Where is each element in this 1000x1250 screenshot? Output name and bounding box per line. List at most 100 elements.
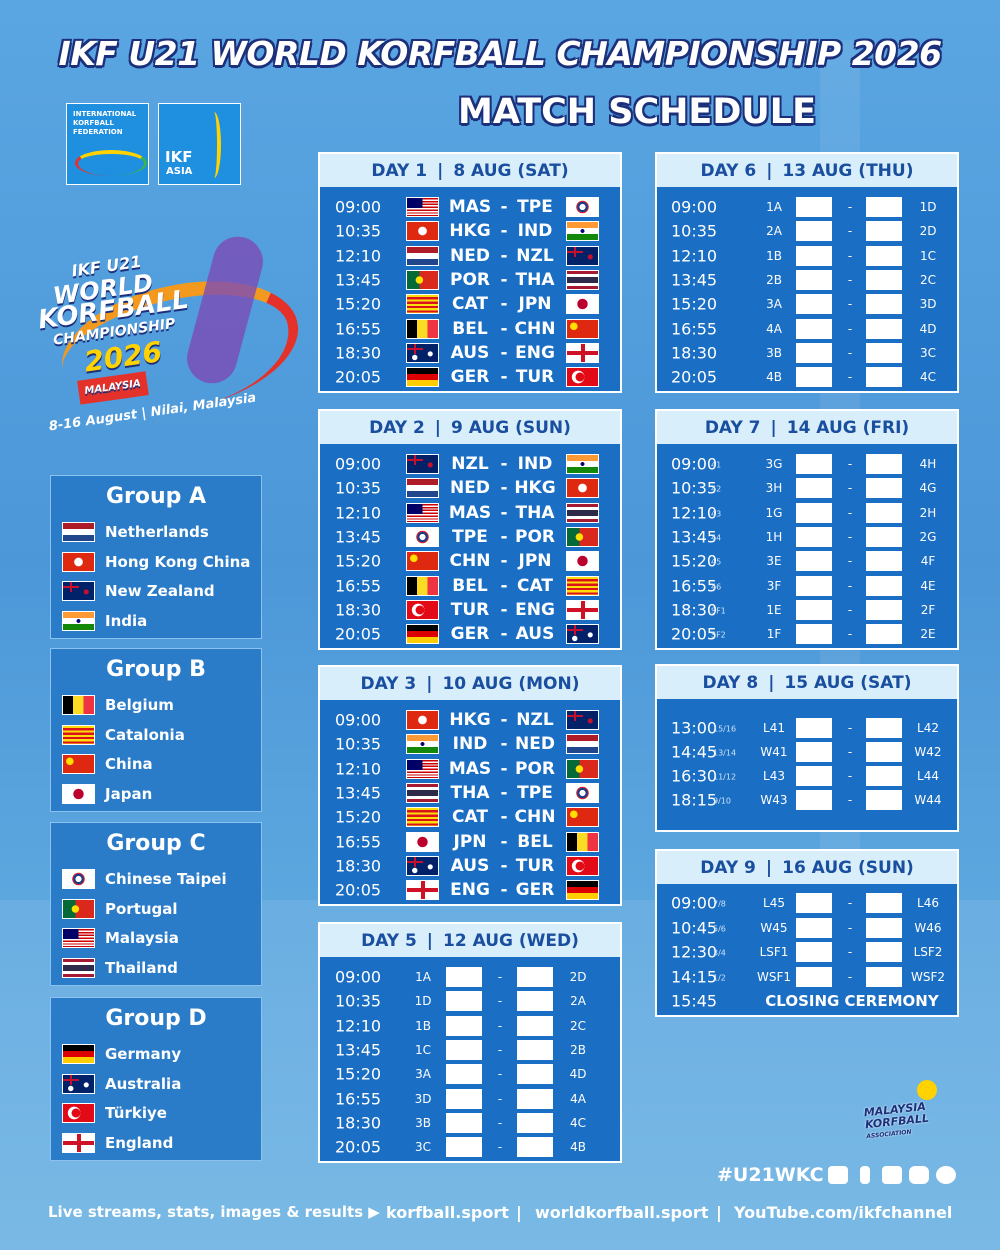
game-number: 13/14 xyxy=(713,748,737,758)
day-label: DAY 9 xyxy=(700,857,756,878)
match-time: 18:30 xyxy=(335,343,382,363)
day-header: DAY 8 | 15 AUG (SAT) xyxy=(657,666,957,699)
footer-cta: Live streams, stats, images & results ▶ xyxy=(48,1203,380,1221)
game-number: 15/16 xyxy=(713,724,737,734)
game-number: 11/12 xyxy=(713,772,737,782)
away-slot: W46 xyxy=(914,920,942,935)
match-separator: - xyxy=(847,769,853,783)
game-number: 9/10 xyxy=(713,796,731,806)
match-time: 18:30 xyxy=(335,856,382,876)
score-box xyxy=(866,942,902,962)
home-slot: WSF1 xyxy=(756,969,792,984)
flag xyxy=(406,221,439,242)
day-header: DAY 7 | 14 AUG (FRI) xyxy=(657,411,957,444)
match-separator: - xyxy=(500,478,508,499)
home-team: CHN xyxy=(449,551,491,572)
away-slot: 2E xyxy=(920,627,936,642)
flag xyxy=(566,502,599,523)
away-slot: 4B xyxy=(570,1140,586,1155)
day-panel: DAY 6 | 13 AUG (THU) 09:00 1A - 1D 10:35 2A - 2D 12… xyxy=(655,152,959,393)
match-time: 10:35 xyxy=(335,734,382,754)
home-team: NZL xyxy=(451,454,489,474)
match-separator: - xyxy=(847,578,853,593)
day-date: 8 AUG (SAT) xyxy=(453,160,569,181)
day-date: 15 AUG (SAT) xyxy=(784,672,912,693)
score-box xyxy=(796,526,832,547)
score-box xyxy=(796,942,832,962)
home-slot: W45 xyxy=(760,920,788,935)
match-separator: - xyxy=(847,602,853,617)
day-panel: DAY 7 | 14 AUG (FRI) 09:00 41 3G - 4H 10:35 42 3H -… xyxy=(655,409,959,650)
day-header: DAY 3 | 10 AUG (MON) xyxy=(320,667,620,700)
score-box xyxy=(866,966,902,987)
team-name: India xyxy=(105,611,148,630)
day-label: DAY 5 xyxy=(361,930,417,951)
away-slot: 2C xyxy=(569,1018,587,1033)
away-team: CHN xyxy=(514,807,556,828)
flag xyxy=(62,551,95,572)
away-team: NED xyxy=(515,734,555,755)
flag xyxy=(566,526,599,547)
away-slot: L46 xyxy=(917,896,939,910)
flag xyxy=(566,294,599,315)
score-box xyxy=(866,575,902,596)
game-number: 7/8 xyxy=(713,899,726,909)
away-slot: LSF2 xyxy=(913,945,943,959)
match-time: 20:05 xyxy=(671,367,718,387)
flag xyxy=(62,957,95,978)
score-box xyxy=(446,1039,482,1060)
match-time: 10:35 xyxy=(335,991,382,1011)
home-slot: 3A xyxy=(415,1067,431,1082)
score-box xyxy=(796,342,832,363)
match-separator: - xyxy=(500,758,508,779)
score-box xyxy=(517,991,553,1012)
hashtag: #U21WKC xyxy=(717,1164,824,1186)
home-team: TUR xyxy=(450,599,490,620)
score-box xyxy=(446,991,482,1012)
asia-logo-asia: ASIA xyxy=(166,166,193,177)
game-number: SF1 xyxy=(711,606,726,616)
day-header: DAY 1 | 8 AUG (SAT) xyxy=(320,154,620,187)
day-header: DAY 2 | 9 AUG (SUN) xyxy=(320,411,620,444)
flag xyxy=(566,221,599,242)
game-number: 1/2 xyxy=(713,973,726,982)
home-slot: L41 xyxy=(763,721,785,735)
day-date: 10 AUG (MON) xyxy=(442,673,580,694)
match-separator: - xyxy=(500,734,508,755)
flag xyxy=(406,318,439,339)
match-separator: - xyxy=(847,200,853,214)
home-team: AUS xyxy=(450,342,490,363)
flag xyxy=(406,880,439,901)
match-time: 10:35 xyxy=(335,221,382,241)
match-separator: - xyxy=(847,457,853,471)
group-name: Group A xyxy=(105,484,207,509)
flag xyxy=(62,522,95,542)
match-separator: - xyxy=(500,782,508,803)
footer-link: korfball.sport xyxy=(386,1203,509,1222)
score-box xyxy=(446,967,482,987)
day-date: 13 AUG (THU) xyxy=(782,160,914,181)
away-team: IND xyxy=(517,221,553,242)
match-separator: - xyxy=(847,297,853,312)
away-slot: 1C xyxy=(919,248,937,263)
team-name: Germany xyxy=(105,1045,182,1063)
away-slot: W42 xyxy=(914,745,942,759)
flag xyxy=(62,1103,95,1124)
away-slot: WSF2 xyxy=(910,969,946,984)
flag xyxy=(566,880,599,901)
match-separator: - xyxy=(500,624,508,645)
match-separator: - xyxy=(847,248,853,263)
score-box xyxy=(866,342,902,363)
match-separator: - xyxy=(500,831,508,852)
footer-link: worldkorfball.sport xyxy=(535,1203,709,1222)
score-box xyxy=(796,893,832,913)
home-slot: 1G xyxy=(765,505,783,520)
flag xyxy=(406,197,439,217)
footer-separator: | xyxy=(516,1203,522,1222)
home-team: MAS xyxy=(448,197,492,217)
title: IKF U21 WORLD KORFBALL CHAMPIONSHIP 2026 xyxy=(58,34,942,73)
home-slot: 4B xyxy=(766,370,782,385)
score-box xyxy=(796,454,832,474)
score-box xyxy=(866,917,902,938)
